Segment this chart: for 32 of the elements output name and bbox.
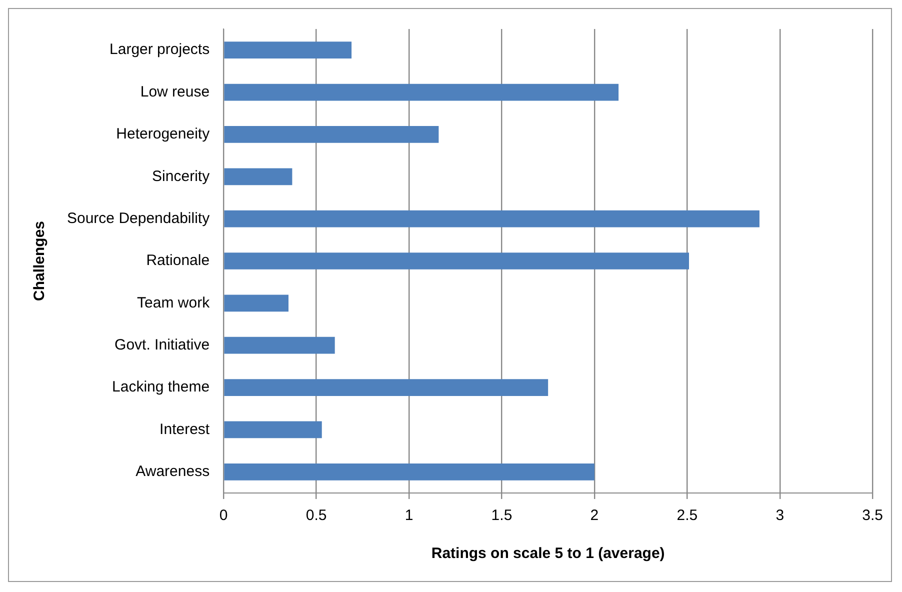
y-tick-label: Larger projects	[110, 41, 210, 58]
y-axis-title: Challenges	[31, 220, 48, 302]
bar	[224, 294, 288, 312]
x-axis-title: Ratings on scale 5 to 1 (average)	[431, 545, 665, 562]
x-tick-label: 2.5	[676, 507, 698, 524]
x-tick-label: 3.5	[862, 507, 884, 524]
bar	[224, 421, 322, 438]
bar	[224, 126, 439, 143]
y-tick-label: Lacking theme	[112, 378, 210, 396]
bar	[224, 463, 594, 480]
bar	[224, 210, 760, 228]
x-tick-label: 1.5	[491, 507, 512, 524]
x-tick-label: 1	[404, 507, 414, 524]
y-tick-label: Govt. Initiative	[114, 336, 210, 354]
bar	[224, 168, 292, 186]
bar	[224, 84, 619, 101]
x-tick-label: 0.5	[306, 507, 327, 524]
y-tick-label: Interest	[160, 420, 210, 438]
y-tick-label: Heterogeneity	[116, 126, 210, 143]
y-tick-label: Source Dependability	[66, 210, 210, 227]
x-tick-label: 3	[776, 507, 784, 524]
x-tick-label: 2	[590, 507, 599, 524]
bar	[224, 336, 335, 354]
bar	[224, 42, 352, 59]
bar	[224, 252, 690, 270]
y-tick-label: Sincerity	[152, 168, 210, 185]
x-tick-label: 0	[219, 507, 228, 524]
y-tick-label: Low reuse	[140, 83, 210, 100]
y-tick-label: Rationale	[146, 252, 210, 270]
y-tick-label: Team work	[137, 294, 210, 312]
bar	[224, 379, 548, 396]
y-tick-label: Awareness	[136, 463, 210, 480]
